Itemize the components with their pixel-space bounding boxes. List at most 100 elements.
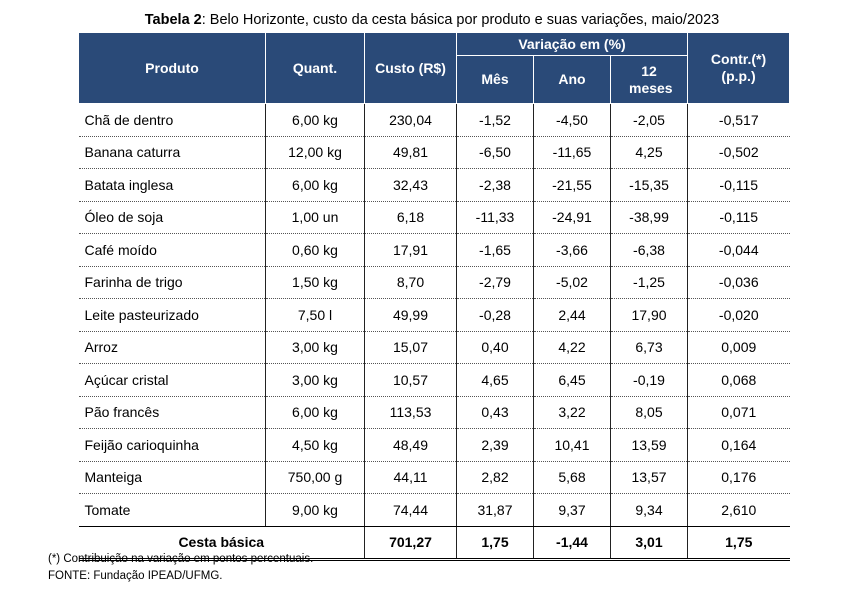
cell-ano: -24,91: [533, 201, 611, 234]
cell-mes: -6,50: [456, 136, 534, 169]
source-note: FONTE: Fundação IPEAD/UFMG.: [48, 570, 223, 582]
total-mes: 1,75: [456, 526, 534, 561]
cell-quant: 3,00 kg: [265, 331, 365, 364]
cell-m12: 8,05: [609, 396, 688, 429]
cell-custo: 113,53: [364, 396, 457, 429]
total-ano: -1,44: [533, 526, 611, 561]
cell-ano: -4,50: [533, 103, 611, 137]
table-row: Tomate 9,00 kg 74,44 31,87 9,37 9,34 2,610: [78, 493, 790, 527]
cell-m12: 17,90: [609, 298, 688, 332]
cell-produto: Açúcar cristal: [78, 363, 266, 397]
total-custo: 701,27: [364, 526, 457, 561]
cell-contr: -0,044: [687, 233, 790, 267]
cell-contr: 0,071: [687, 396, 790, 429]
cell-m12: 4,25: [609, 136, 688, 169]
cell-produto: Arroz: [78, 331, 266, 364]
header-ano: Ano: [533, 55, 611, 104]
cell-quant: 7,50 l: [265, 298, 365, 332]
cell-custo: 32,43: [364, 168, 457, 202]
table-body: Chã de dentro 6,00 kg 230,04 -1,52 -4,50 -2,0…: [78, 103, 790, 527]
cell-contr: -0,517: [687, 103, 790, 137]
cell-mes: 0,40: [456, 331, 534, 364]
cell-produto: Chã de dentro: [78, 103, 266, 137]
header-contr: Contr.(*) (p.p.): [687, 32, 791, 104]
cell-ano: 3,22: [533, 396, 611, 429]
header-custo: Custo (R$): [364, 32, 457, 104]
cell-mes: 31,87: [456, 493, 534, 527]
cell-m12: -2,05: [609, 103, 688, 137]
cell-quant: 4,50 kg: [265, 428, 365, 462]
cell-produto: Batata inglesa: [78, 168, 266, 202]
table-title-number: Tabela 2: [144, 12, 202, 28]
cell-m12: 9,34: [609, 493, 688, 527]
cell-contr: -0,502: [687, 136, 790, 169]
cell-quant: 12,00 kg: [265, 136, 365, 169]
cell-contr: 0,164: [687, 428, 790, 462]
cell-quant: 6,00 kg: [265, 103, 365, 137]
table-row: Leite pasteurizado 7,50 l 49,99 -0,28 2,44 17…: [78, 298, 790, 332]
cell-m12: -15,35: [609, 168, 688, 202]
cell-produto: Pão francês: [78, 396, 266, 429]
cell-produto: Manteiga: [78, 461, 266, 494]
total-contr: 1,75: [687, 526, 790, 561]
cell-mes: -1,52: [456, 103, 534, 137]
cell-produto: Feijão carioquinha: [78, 428, 266, 462]
cell-quant: 1,00 un: [265, 201, 365, 234]
cell-mes: -1,65: [456, 233, 534, 267]
cell-contr: 2,610: [687, 493, 790, 527]
notes: (*) Contribuição na variação em pontos p…: [48, 551, 313, 585]
cell-m12: -38,99: [609, 201, 688, 234]
header-mes: Mês: [456, 55, 534, 104]
cell-mes: -2,79: [456, 266, 534, 299]
cell-custo: 74,44: [364, 493, 457, 527]
header-quant: Quant.: [265, 32, 365, 104]
total-label: Cesta básica: [78, 526, 365, 561]
cell-ano: -11,65: [533, 136, 611, 169]
cell-m12: -0,19: [609, 363, 688, 397]
table-row: Café moído 0,60 kg 17,91 -1,65 -3,66 -6,38 -0,…: [78, 233, 790, 267]
table-row: Açúcar cristal 3,00 kg 10,57 4,65 6,45 -0,19 0…: [78, 363, 790, 397]
cell-produto: Tomate: [78, 493, 266, 527]
cell-custo: 8,70: [364, 266, 457, 299]
cell-quant: 1,50 kg: [265, 266, 365, 299]
cell-quant: 3,00 kg: [265, 363, 365, 397]
header-variacao: Variação em (%): [455, 32, 689, 56]
cell-quant: 9,00 kg: [265, 493, 365, 527]
footnote: (*) Contribuição na variação em pontos p…: [48, 553, 314, 565]
table-row: Óleo de soja 1,00 un 6,18 -11,33 -24,91 -38,9…: [78, 201, 790, 234]
table-row: Pão francês 6,00 kg 113,53 0,43 3,22 8,05 0,07…: [78, 396, 790, 429]
cell-custo: 44,11: [364, 461, 457, 494]
table-row: Chã de dentro 6,00 kg 230,04 -1,52 -4,50 -2,0…: [78, 103, 790, 137]
table-row: Batata inglesa 6,00 kg 32,43 -2,38 -21,55 -15…: [78, 168, 790, 202]
cell-ano: 9,37: [533, 493, 611, 527]
cell-custo: 48,49: [364, 428, 457, 462]
cell-produto: Café moído: [78, 233, 266, 267]
cell-ano: 10,41: [533, 428, 611, 462]
cell-contr: 0,176: [687, 461, 790, 494]
cell-ano: -21,55: [533, 168, 611, 202]
cell-ano: -5,02: [533, 266, 611, 299]
cell-quant: 750,00 g: [265, 461, 365, 494]
cell-quant: 6,00 kg: [265, 396, 365, 429]
cell-m12: 13,57: [609, 461, 688, 494]
cell-produto: Leite pasteurizado: [78, 298, 266, 332]
table-title-text: : Belo Horizonte, custo da cesta básica …: [201, 12, 720, 28]
header-produto: Produto: [78, 32, 266, 104]
cell-contr: -0,115: [687, 168, 790, 202]
cell-m12: -1,25: [609, 266, 688, 299]
cell-mes: 4,65: [456, 363, 534, 397]
cell-custo: 6,18: [364, 201, 457, 234]
cell-custo: 230,04: [364, 103, 457, 137]
table-row: Manteiga 750,00 g 44,11 2,82 5,68 13,57 0,176: [78, 461, 790, 494]
total-row: Cesta básica 701,27 1,75 -1,44 3,01 1,75: [78, 526, 790, 561]
cell-quant: 0,60 kg: [265, 233, 365, 267]
cell-m12: 6,73: [609, 331, 688, 364]
cell-produto: Banana caturra: [78, 136, 266, 169]
cell-custo: 49,99: [364, 298, 457, 332]
cell-mes: -11,33: [456, 201, 534, 234]
cell-ano: 5,68: [533, 461, 611, 494]
cell-contr: -0,020: [687, 298, 790, 332]
table-row: Feijão carioquinha 4,50 kg 48,49 2,39 10,41 1…: [78, 428, 790, 462]
cell-custo: 49,81: [364, 136, 457, 169]
total-12-meses: 3,01: [609, 526, 688, 561]
